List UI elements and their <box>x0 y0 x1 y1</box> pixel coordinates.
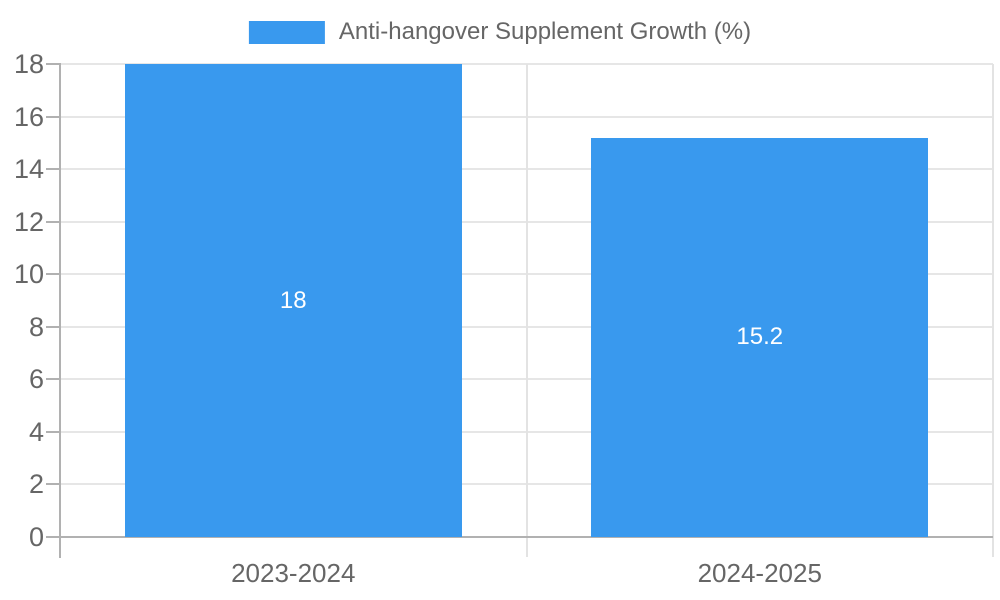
legend-item[interactable]: Anti-hangover Supplement Growth (%) <box>248 18 752 46</box>
y-tick-label: 4 <box>28 416 44 447</box>
bar-value-label: 18 <box>279 286 307 314</box>
y-tick-mark <box>46 483 60 486</box>
y-tick-mark <box>46 536 60 538</box>
y-tick-mark <box>46 273 60 276</box>
y-tick-mark <box>46 168 60 171</box>
legend-label: Anti-hangover Supplement Growth (%) <box>338 18 752 45</box>
y-tick-label: 18 <box>13 49 44 79</box>
y-tick-label: 8 <box>28 311 44 342</box>
legend-swatch <box>248 20 325 44</box>
y-tick-label: 6 <box>28 364 44 395</box>
category-separator-line <box>992 64 994 557</box>
x-axis-line <box>60 536 993 538</box>
y-tick-mark <box>46 63 60 65</box>
x-category-label: 2023-2024 <box>231 558 356 588</box>
category-separator-line <box>525 64 528 557</box>
y-tick-label: 0 <box>28 522 44 552</box>
y-tick-label: 2 <box>28 469 44 500</box>
y-tick-label: 16 <box>13 101 44 132</box>
bar-2024-2025[interactable]: 15.2 <box>591 137 929 537</box>
y-tick-mark <box>46 378 60 381</box>
x-category-label: 2024-2025 <box>697 558 822 588</box>
y-tick-label: 12 <box>13 206 44 237</box>
y-tick-mark <box>46 220 60 223</box>
y-axis-line <box>59 63 61 558</box>
y-tick-mark <box>46 325 60 328</box>
y-tick-mark <box>46 430 60 433</box>
y-tick-label: 10 <box>13 259 44 290</box>
bar-2023-2024[interactable]: 18 <box>124 64 462 537</box>
y-tick-mark <box>46 115 60 118</box>
y-tick-label: 14 <box>13 154 44 185</box>
bar-value-label: 15.2 <box>736 323 784 351</box>
